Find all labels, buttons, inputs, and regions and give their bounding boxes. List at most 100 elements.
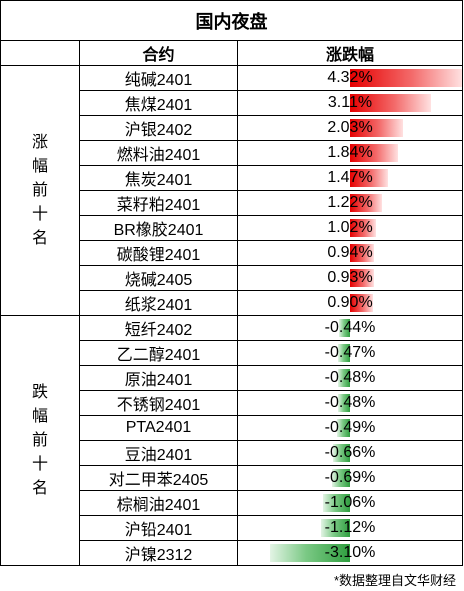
contract-name: PTA2401 (79, 415, 238, 441)
contract-name: 不锈钢2401 (79, 390, 238, 416)
change-cell: -0.48% (236, 365, 464, 391)
table-row: 跌幅前十名 短纤2402 -0.44% (0, 315, 464, 566)
loss-bar (320, 519, 350, 537)
change-value: 4.32% (327, 69, 373, 86)
gain-bar (350, 269, 375, 287)
change-cell: 1.84% (236, 140, 464, 166)
group-label-char: 前 (31, 181, 48, 199)
table-row: 菜籽粕2401 1.22% (1, 190, 464, 216)
gain-bar (350, 144, 398, 162)
footnote: *数据整理自文华财经 (333, 573, 456, 588)
change-value: 1.02% (327, 219, 373, 236)
loss-bar (269, 544, 350, 562)
contract-name: 菜籽粕2401 (79, 190, 238, 216)
group-label-char: 跌 (31, 383, 48, 401)
table-row: 沪银2402 2.03% (1, 115, 464, 141)
change-cell: -0.44% (236, 315, 464, 341)
gain-bar (350, 94, 431, 112)
contract-name: 沪铅2401 (79, 515, 238, 541)
change-value: -0.69% (324, 469, 376, 486)
change-cell: 1.02% (236, 215, 464, 241)
table-row: 纸浆2401 0.90% (1, 290, 464, 316)
gainers-group-label: 涨幅前十名 (0, 65, 80, 316)
change-value: 1.84% (327, 144, 373, 161)
change-cell: -0.49% (236, 415, 464, 441)
change-value: -0.47% (324, 344, 376, 361)
gain-bar (350, 294, 374, 312)
loss-bar (337, 419, 350, 437)
group-label-char: 名 (31, 229, 48, 247)
contract-name: 烧碱2405 (79, 265, 238, 291)
table-title: 国内夜盘 (0, 0, 464, 41)
change-cell: -0.66% (236, 440, 464, 466)
header-change: 涨跌幅 (236, 40, 464, 66)
change-value: 1.22% (327, 194, 373, 211)
night-session-table: 国内夜盘 合约 涨跌幅 涨幅前十名纯碱2401 4.32% 焦煤2401 3.11% 沪… (0, 0, 464, 566)
change-cell: -1.12% (236, 515, 464, 541)
change-cell: 1.22% (236, 190, 464, 216)
loss-bar (338, 319, 350, 337)
table-row: 乙二醇2401 -0.47% (1, 340, 464, 366)
change-value: -1.12% (324, 519, 376, 536)
contract-name: 原油2401 (79, 365, 238, 391)
change-value: -0.49% (324, 419, 376, 436)
contract-name: 沪银2402 (79, 115, 238, 141)
contract-name: 短纤2402 (79, 315, 238, 341)
table-row: 焦煤2401 3.11% (1, 90, 464, 116)
table-row: 对二甲苯2405 -0.69% (1, 465, 464, 491)
loss-bar (332, 469, 350, 487)
change-value: -3.10% (324, 544, 376, 561)
contract-name: 豆油2401 (79, 440, 238, 466)
loss-bar (337, 394, 350, 412)
gain-bar (350, 194, 382, 212)
table-row: 燃料油2401 1.84% (1, 140, 464, 166)
group-label-char: 涨 (31, 133, 48, 151)
loss-bar (322, 494, 350, 512)
change-cell: 0.93% (236, 265, 464, 291)
table-row: 棕榈油2401 -1.06% (1, 490, 464, 516)
change-cell: 0.90% (236, 290, 464, 316)
gain-bar (350, 69, 462, 87)
group-label-char: 名 (31, 479, 48, 497)
change-cell: -0.69% (236, 465, 464, 491)
gain-bar (350, 219, 377, 237)
change-value: -0.48% (324, 394, 376, 411)
group-label-char: 十 (31, 205, 48, 223)
group-label-char: 前 (31, 431, 48, 449)
change-cell: 3.11% (236, 90, 464, 116)
contract-name: 纯碱2401 (79, 65, 238, 91)
change-cell: -3.10% (236, 540, 464, 566)
group-label-char: 幅 (31, 157, 48, 175)
change-value: 1.47% (327, 169, 373, 186)
loss-bar (337, 369, 350, 387)
change-cell: 2.03% (236, 115, 464, 141)
group-label-char: 十 (31, 455, 48, 473)
contract-name: 焦炭2401 (79, 165, 238, 191)
change-value: 0.90% (327, 294, 373, 311)
change-cell: 0.94% (236, 240, 464, 266)
header-contract: 合约 (79, 40, 238, 66)
loss-bar (337, 344, 350, 362)
group-label-char: 幅 (31, 407, 48, 425)
change-cell: 4.32% (236, 65, 464, 91)
change-value: -0.44% (324, 319, 376, 336)
table-row: 沪镍2312 -3.10% (1, 540, 464, 566)
table-row: 沪铅2401 -1.12% (1, 515, 464, 541)
change-value: 0.93% (327, 269, 373, 286)
change-cell: -0.47% (236, 340, 464, 366)
table-row: 涨幅前十名纯碱2401 4.32% (0, 65, 464, 316)
header-blank (0, 40, 80, 66)
contract-name: BR橡胶2401 (79, 215, 238, 241)
contract-name: 纸浆2401 (79, 290, 238, 316)
contract-name: 乙二醇2401 (79, 340, 238, 366)
change-cell: 1.47% (236, 165, 464, 191)
contract-name: 碳酸锂2401 (79, 240, 238, 266)
table-row: 烧碱2405 0.93% (1, 265, 464, 291)
change-value: -0.48% (324, 369, 376, 386)
table-row: 碳酸锂2401 0.94% (1, 240, 464, 266)
gain-bar (350, 169, 389, 187)
change-value: 2.03% (327, 119, 373, 136)
contract-name: 燃料油2401 (79, 140, 238, 166)
table-row: PTA2401 -0.49% (1, 415, 464, 441)
change-cell: -0.48% (236, 390, 464, 416)
